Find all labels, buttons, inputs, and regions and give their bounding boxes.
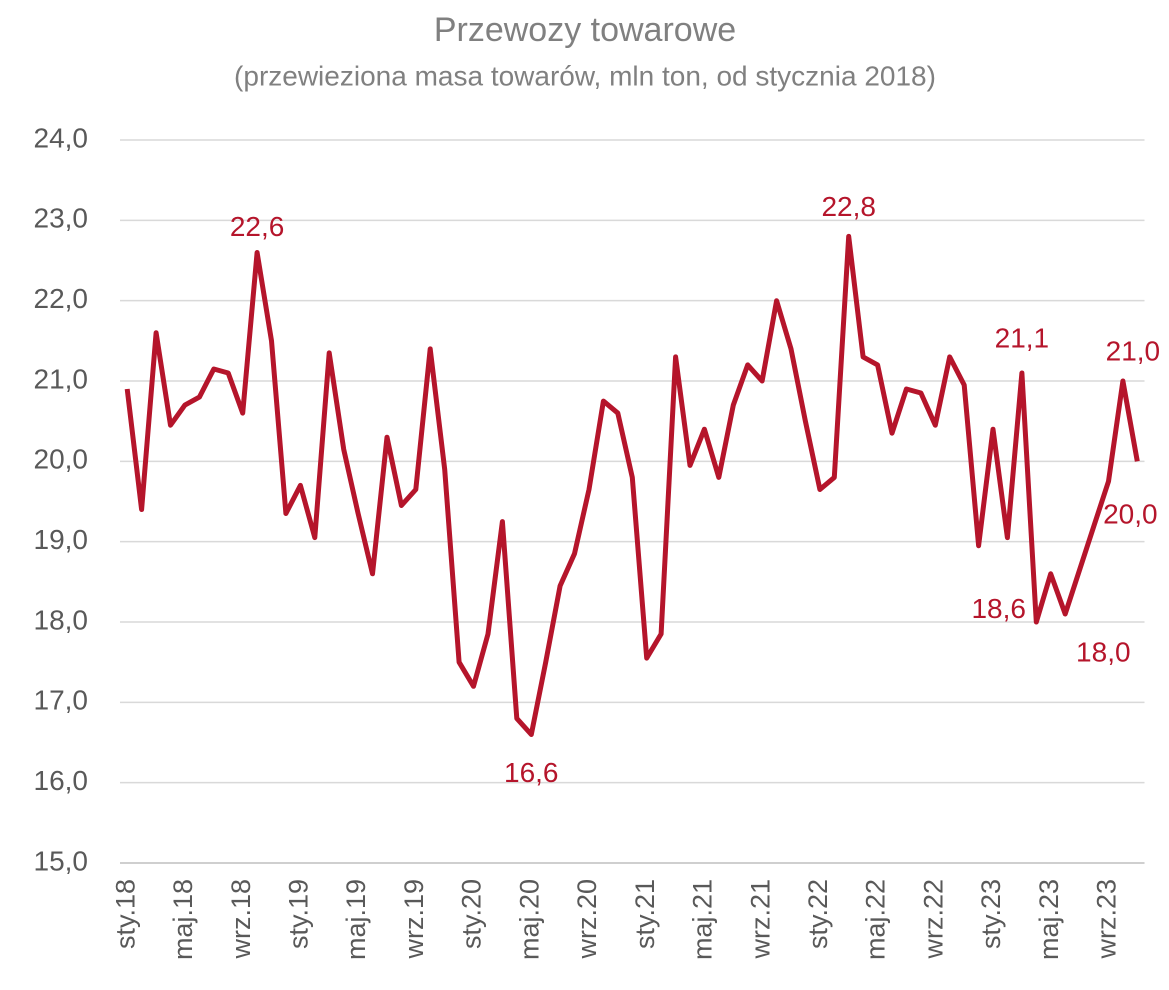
x-tick-label: wrz.20 [572,879,602,960]
x-tick-label: sty.22 [803,879,833,949]
y-tick-label: 18,0 [34,604,89,635]
data-label: 20,0 [1103,499,1158,530]
data-label: 22,8 [821,191,876,222]
y-tick-label: 19,0 [34,524,89,555]
y-tick-label: 21,0 [34,363,89,394]
data-label: 21,1 [995,322,1050,353]
x-tick-label: maj.19 [341,879,371,960]
data-label: 16,6 [504,757,559,788]
x-tick-label: wrz.21 [745,879,775,960]
x-tick-label: sty.18 [110,879,140,949]
x-tick-label: wrz.23 [1092,879,1122,960]
x-tick-label: wrz.18 [226,879,256,960]
y-tick-label: 15,0 [34,845,89,876]
x-tick-label: maj.18 [168,879,198,960]
x-tick-label: wrz.22 [918,879,948,960]
y-tick-label: 16,0 [34,765,89,796]
x-tick-label: sty.21 [630,879,660,949]
x-tick-label: wrz.19 [399,879,429,960]
x-tick-label: sty.19 [284,879,314,949]
y-tick-label: 17,0 [34,685,89,716]
y-tick-label: 22,0 [34,283,89,314]
x-tick-label: maj.20 [514,879,544,960]
data-label: 18,6 [971,593,1026,624]
y-tick-label: 20,0 [34,444,89,475]
chart-subtitle: (przewieziona masa towarów, mln ton, od … [234,60,936,91]
x-tick-label: maj.23 [1034,879,1064,960]
y-tick-label: 23,0 [34,203,89,234]
data-label: 18,0 [1076,636,1131,667]
data-label: 22,6 [230,211,285,242]
y-tick-label: 24,0 [34,122,89,153]
data-label: 21,0 [1106,335,1161,366]
chart-title: Przewozy towarowe [434,11,736,49]
x-tick-label: sty.20 [457,879,487,949]
x-tick-label: sty.23 [976,879,1006,949]
x-tick-label: maj.22 [861,879,891,960]
x-tick-label: maj.21 [688,879,718,960]
data-line [124,233,1140,737]
